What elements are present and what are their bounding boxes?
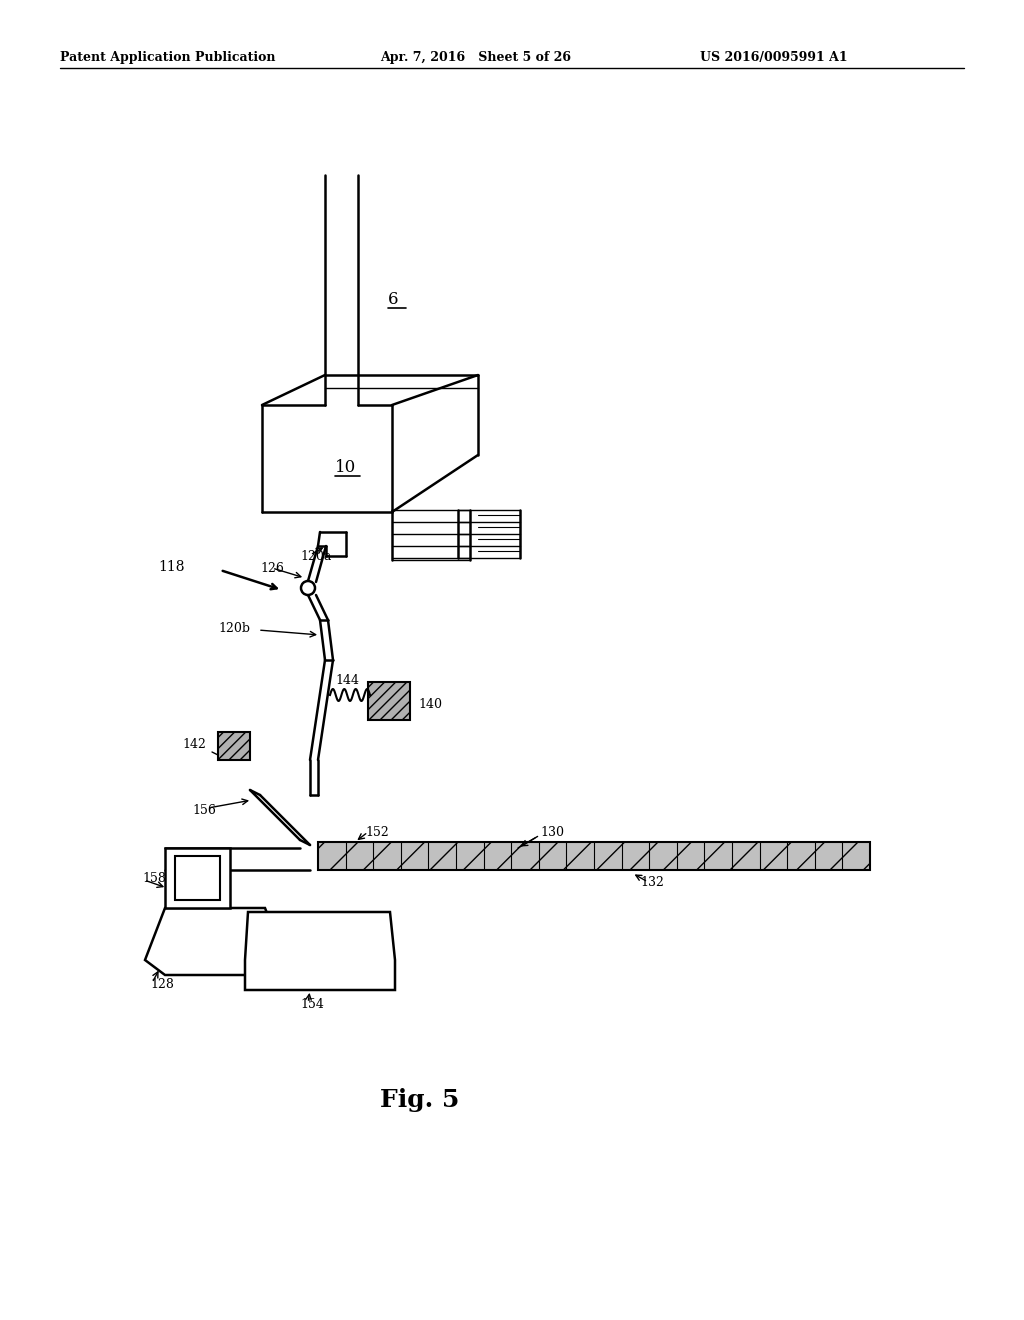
Polygon shape	[245, 912, 395, 990]
Text: 10: 10	[335, 459, 356, 477]
Text: 156: 156	[193, 804, 216, 817]
Bar	[318, 842, 870, 870]
Text: Patent Application Publication: Patent Application Publication	[60, 51, 275, 65]
Text: US 2016/0095991 A1: US 2016/0095991 A1	[700, 51, 848, 65]
Text: 120a: 120a	[300, 549, 332, 562]
Text: 128: 128	[150, 978, 174, 991]
Circle shape	[301, 581, 315, 595]
Text: 120b: 120b	[218, 622, 250, 635]
Text: 132: 132	[640, 875, 664, 888]
Bar	[218, 733, 250, 760]
Bar	[175, 855, 220, 900]
Text: 152: 152	[365, 825, 389, 838]
Text: 118: 118	[158, 560, 184, 574]
Text: 140: 140	[418, 698, 442, 711]
Text: 130: 130	[540, 825, 564, 838]
Bar	[368, 682, 410, 719]
Bar	[165, 847, 230, 908]
Text: 144: 144	[335, 673, 359, 686]
Text: 154: 154	[300, 998, 324, 1011]
Text: 158: 158	[142, 871, 166, 884]
Text: Fig. 5: Fig. 5	[380, 1088, 460, 1111]
Polygon shape	[145, 908, 285, 975]
Text: 6: 6	[388, 292, 398, 309]
Text: 126: 126	[260, 561, 284, 574]
Text: 142: 142	[182, 738, 206, 751]
Text: Apr. 7, 2016   Sheet 5 of 26: Apr. 7, 2016 Sheet 5 of 26	[380, 51, 571, 65]
